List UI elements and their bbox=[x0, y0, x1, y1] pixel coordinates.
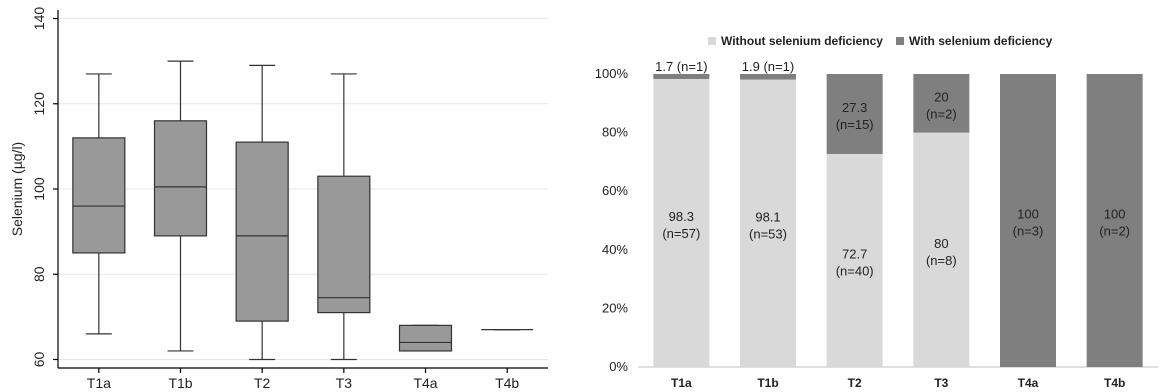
iqr-box bbox=[72, 137, 126, 254]
x-tick-label: T2 bbox=[848, 376, 862, 390]
y-tick-label: 0% bbox=[609, 359, 628, 374]
data-label: (n=15) bbox=[836, 117, 874, 132]
iqr-box bbox=[398, 324, 453, 352]
bar-segment-with-deficiency bbox=[1000, 74, 1056, 367]
y-tick-label: 100% bbox=[595, 66, 629, 81]
bar-segment-with-deficiency bbox=[740, 74, 796, 80]
x-tick-label: T1b bbox=[168, 375, 192, 391]
data-label: (n=2) bbox=[926, 106, 957, 121]
data-label: 20 bbox=[934, 89, 948, 104]
data-label: 1.7 (n=1) bbox=[655, 59, 707, 74]
bar-segment-without-deficiency bbox=[740, 79, 796, 367]
data-label: (n=2) bbox=[1099, 224, 1130, 239]
y-tick-label: 120 bbox=[31, 92, 47, 116]
data-label: 98.3 bbox=[669, 209, 694, 224]
bar-segment-without-deficiency bbox=[826, 153, 883, 367]
bar-segment-with-deficiency bbox=[1086, 74, 1143, 367]
y-tick-label: 140 bbox=[31, 7, 47, 31]
x-tick-label: T1a bbox=[87, 375, 111, 391]
data-label: (n=3) bbox=[1013, 224, 1044, 239]
legend-label: With selenium deficiency bbox=[909, 34, 1053, 48]
x-tick-label: T4b bbox=[1104, 376, 1125, 390]
bar-segment-with-deficiency bbox=[826, 74, 883, 154]
data-label: 100 bbox=[1017, 207, 1039, 222]
y-tick-label: 80% bbox=[602, 125, 628, 140]
data-label: 98.1 bbox=[755, 209, 780, 224]
x-tick-label: T1b bbox=[757, 376, 778, 390]
data-label: 100 bbox=[1104, 207, 1126, 222]
y-tick-label: 20% bbox=[602, 300, 628, 315]
legend-label: Without selenium deficiency bbox=[721, 34, 883, 48]
y-tick-label: 100 bbox=[31, 177, 47, 201]
y-tick-label: 40% bbox=[602, 242, 628, 257]
legend-swatch bbox=[896, 37, 904, 45]
stacked-bar-chart: 0% 20% 40% 60% 80% 100% Without selenium defic… bbox=[595, 34, 1158, 390]
bar-segment-with-deficiency bbox=[913, 74, 970, 133]
data-label: 1.9 (n=1) bbox=[742, 59, 794, 74]
box-plot-chart: 60 80 100 120 140 Selenium (µg/l) T1a T1b T2 T3 T4… bbox=[9, 7, 548, 391]
y-axis-label: Selenium (µg/l) bbox=[9, 142, 25, 236]
data-label: (n=40) bbox=[836, 263, 874, 278]
x-tick-label: T2 bbox=[254, 375, 271, 391]
bar-segment-without-deficiency bbox=[653, 78, 710, 367]
x-tick-label: T4b bbox=[495, 375, 519, 391]
bar-segment-without-deficiency bbox=[913, 132, 970, 367]
data-label: (n=8) bbox=[926, 253, 957, 268]
y-tick-label: 60% bbox=[602, 183, 628, 198]
x-tick-label: T1a bbox=[671, 376, 692, 390]
legend-swatch bbox=[708, 37, 716, 45]
y-tick-label: 60 bbox=[31, 351, 47, 367]
data-label: 80 bbox=[934, 236, 948, 251]
x-tick-label: T4a bbox=[413, 375, 437, 391]
x-tick-label: T3 bbox=[934, 376, 948, 390]
data-label: (n=57) bbox=[662, 226, 700, 241]
data-label: 27.3 bbox=[842, 100, 867, 115]
iqr-box bbox=[235, 141, 289, 322]
x-tick-label: T3 bbox=[336, 375, 353, 391]
data-label: 72.7 bbox=[842, 246, 867, 261]
iqr-box bbox=[317, 175, 371, 314]
bar-segment-with-deficiency bbox=[653, 74, 710, 79]
x-tick-label: T4a bbox=[1018, 376, 1039, 390]
iqr-box bbox=[153, 120, 208, 237]
data-label: (n=53) bbox=[749, 226, 787, 241]
y-tick-label: 80 bbox=[31, 266, 47, 282]
